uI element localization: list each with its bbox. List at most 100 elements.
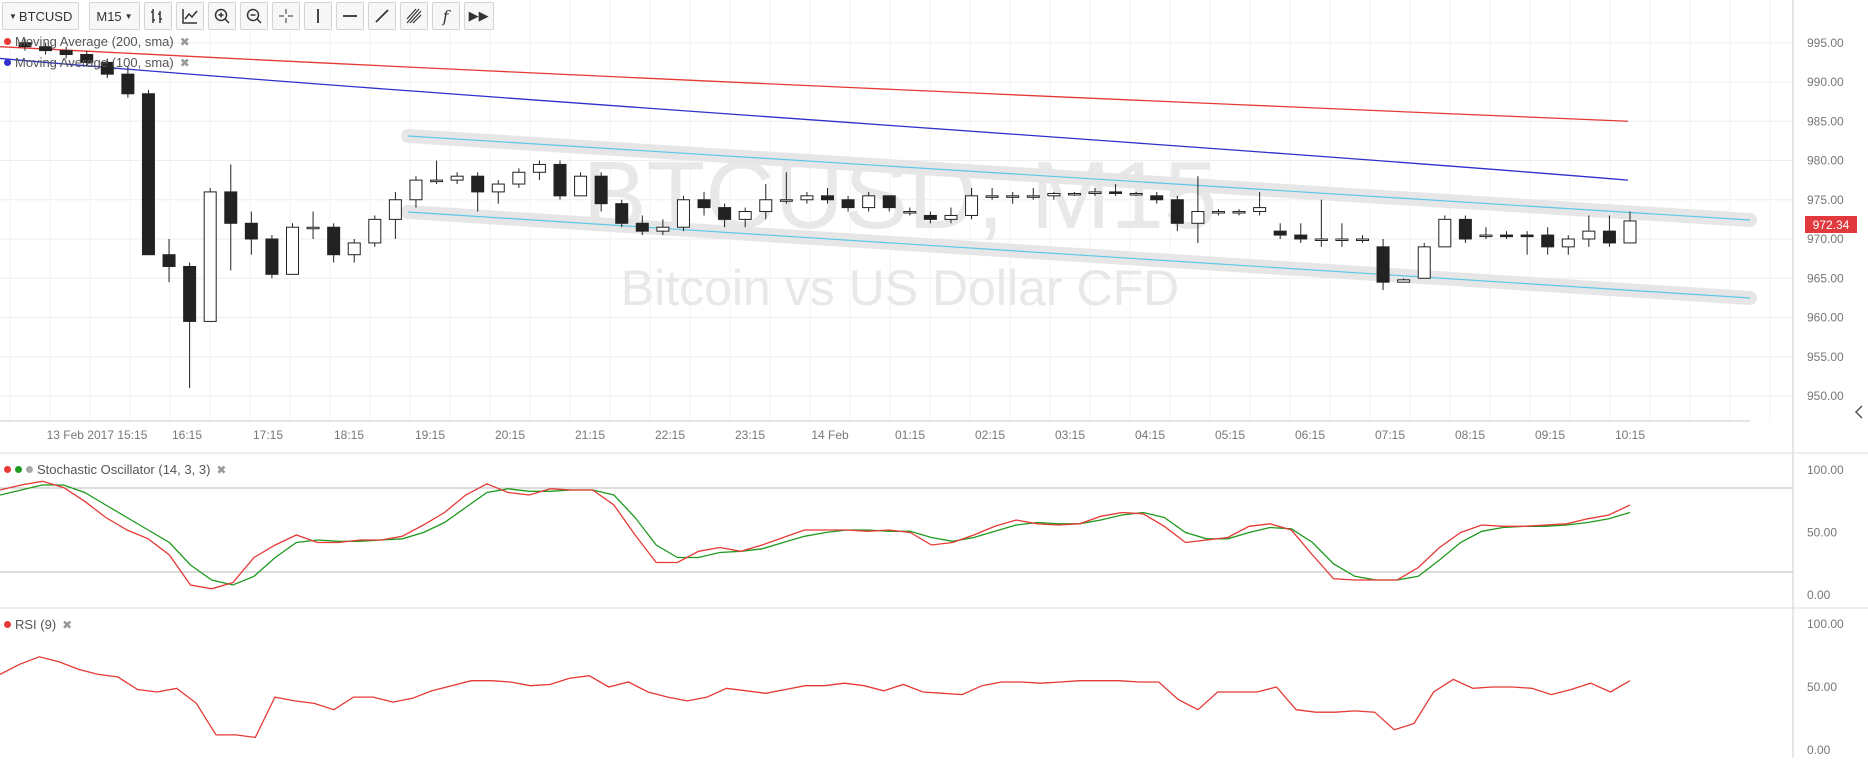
candle-body <box>471 175 485 193</box>
indicators-button[interactable] <box>175 2 204 30</box>
close-icon[interactable]: ✖ <box>62 617 73 632</box>
candle-body <box>368 218 382 244</box>
candlestick-series <box>18 38 1637 389</box>
chart-type-icon <box>149 7 167 25</box>
ma200-color-dot <box>4 38 11 45</box>
time-axis-label: 17:15 <box>253 428 283 442</box>
rsi-color-dot <box>4 621 11 628</box>
candle-body <box>347 242 361 256</box>
horizontal-line-button[interactable] <box>335 2 364 30</box>
price-axis-label: 975.00 <box>1807 193 1844 207</box>
candle-body <box>450 175 464 181</box>
candle-body <box>1170 199 1184 224</box>
time-axis-label: 14 Feb <box>811 428 849 442</box>
price-axis-label: 985.00 <box>1807 114 1844 128</box>
pitchfork-button[interactable] <box>399 2 428 30</box>
close-icon[interactable]: ✖ <box>216 462 227 477</box>
stoch-axis-label: 50.00 <box>1807 526 1837 540</box>
candle-body <box>1479 234 1493 238</box>
legend-rsi-label: RSI (9) <box>15 617 57 632</box>
pitchfork-icon <box>405 7 423 25</box>
interval-selector[interactable]: M15 ▼ <box>89 2 140 30</box>
price-axis-label: 960.00 <box>1807 311 1844 325</box>
candle-body <box>1273 230 1287 236</box>
candle-body <box>1232 211 1246 214</box>
candle-body <box>18 42 32 48</box>
candle-body <box>553 163 567 197</box>
stoch-level-color-dot <box>26 466 33 473</box>
stoch-d-color-dot <box>15 466 22 473</box>
candle-body <box>841 199 855 209</box>
candle-body <box>903 211 917 214</box>
candle-body <box>491 183 505 193</box>
candle-body <box>1458 218 1472 240</box>
trend-line-button[interactable] <box>367 2 396 30</box>
chart-type-button[interactable] <box>143 2 172 30</box>
candle-body <box>1602 230 1616 244</box>
more-tools-button[interactable]: ▶▶ <box>463 2 494 30</box>
collapse-panel-button[interactable] <box>1854 405 1863 419</box>
time-axis-label: 07:15 <box>1375 428 1405 442</box>
current-price-tag: 972.34 <box>1805 216 1857 233</box>
crosshair-button[interactable] <box>271 2 300 30</box>
candle-body <box>244 222 258 240</box>
price-axis-label: 965.00 <box>1807 271 1844 285</box>
candle-body <box>635 222 649 232</box>
symbol-selector[interactable]: ▼ BTCUSD <box>2 2 80 30</box>
rsi-axis-label: 0.00 <box>1807 743 1831 757</box>
indicators-icon <box>181 7 199 25</box>
stoch-axis-label: 0.00 <box>1807 588 1831 602</box>
candle-body <box>800 195 814 201</box>
candle-body <box>203 191 217 322</box>
candle-body <box>1397 279 1411 283</box>
zoom-out-button[interactable] <box>239 2 268 30</box>
candle-body <box>162 254 176 267</box>
price-channel[interactable] <box>401 129 1757 305</box>
legend-stochastic[interactable]: Stochastic Oscillator (14, 3, 3) ✖ <box>4 462 226 477</box>
function-button[interactable]: f <box>431 2 460 30</box>
candle-body <box>532 163 546 173</box>
candle-body <box>759 199 773 213</box>
legend-rsi[interactable]: RSI (9) ✖ <box>4 617 72 632</box>
candle-body <box>1417 246 1431 279</box>
time-axis-label: 01:15 <box>895 428 925 442</box>
stochastic-panel <box>0 480 1793 590</box>
rsi-panel <box>0 656 1631 739</box>
time-axis-label: 20:15 <box>495 428 525 442</box>
candle-body <box>1314 238 1328 241</box>
legend-ma200[interactable]: Moving Average (200, sma) ✖ <box>4 34 190 49</box>
time-axis-label: 13 Feb 2017 15:15 <box>47 428 148 442</box>
candle-body <box>923 214 937 220</box>
legend-ma100[interactable]: Moving Average (100, sma) ✖ <box>4 55 190 70</box>
time-axis-label: 18:15 <box>334 428 364 442</box>
candle-body <box>1088 191 1102 194</box>
price-axis-label: 955.00 <box>1807 350 1844 364</box>
time-axis-label: 05:15 <box>1215 428 1245 442</box>
candle-body <box>183 265 197 322</box>
close-icon[interactable]: ✖ <box>179 34 190 49</box>
candle-body <box>821 195 834 201</box>
candle-body <box>1067 192 1081 196</box>
watermark: BTCUSD, M15 Bitcoin vs US Dollar CFD <box>583 142 1218 316</box>
time-axis-label: 06:15 <box>1295 428 1325 442</box>
candle-body <box>1294 234 1308 240</box>
price-axis-label: 970.00 <box>1807 232 1844 246</box>
zoom-in-button[interactable] <box>207 2 236 30</box>
vertical-line-button[interactable] <box>303 2 332 30</box>
ma200-line <box>0 46 1629 122</box>
zoom-out-icon <box>245 7 263 25</box>
candle-body <box>1047 192 1061 197</box>
horizontal-line-icon <box>341 7 359 25</box>
stoch-d-line <box>0 484 1631 586</box>
close-icon[interactable]: ✖ <box>179 55 190 70</box>
candle-body <box>121 73 135 95</box>
time-axis-label: 22:15 <box>655 428 685 442</box>
candle-body <box>409 179 423 201</box>
candle-body <box>1376 246 1390 283</box>
candle-body <box>1582 230 1596 240</box>
candle-body <box>265 238 279 275</box>
price-axis-label: 995.00 <box>1807 36 1844 50</box>
